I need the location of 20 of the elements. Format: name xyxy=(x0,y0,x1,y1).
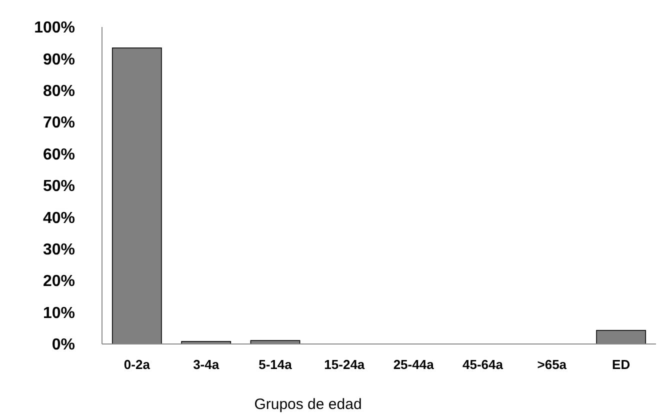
y-tick-label: 30% xyxy=(42,242,75,258)
y-tick-label: 0% xyxy=(52,336,75,354)
y-tick-label: 40% xyxy=(42,210,75,227)
y-tick-label: 20% xyxy=(42,273,75,290)
y-tick-label: 60% xyxy=(42,146,75,164)
y-tick-label: 10% xyxy=(42,304,75,322)
x-axis-title: Grupos de edad xyxy=(254,396,362,413)
x-tick-label: >65a xyxy=(537,357,568,372)
x-tick-label: 25-44a xyxy=(393,357,435,372)
y-tick-label: 70% xyxy=(42,114,75,132)
x-tick-label: ED xyxy=(612,357,630,372)
x-tick-label: 45-64a xyxy=(462,357,504,372)
y-tick-label: 80% xyxy=(42,83,75,100)
x-tick-label: 0-2a xyxy=(124,357,151,372)
y-tick-label: 90% xyxy=(42,51,75,68)
x-tick-label: 15-24a xyxy=(324,357,366,372)
x-tick-label: 5-14a xyxy=(258,357,293,372)
x-tick-label: 3-4a xyxy=(193,357,220,372)
y-tick-label: 100% xyxy=(34,20,75,37)
y-tick-label: 50% xyxy=(42,178,75,196)
